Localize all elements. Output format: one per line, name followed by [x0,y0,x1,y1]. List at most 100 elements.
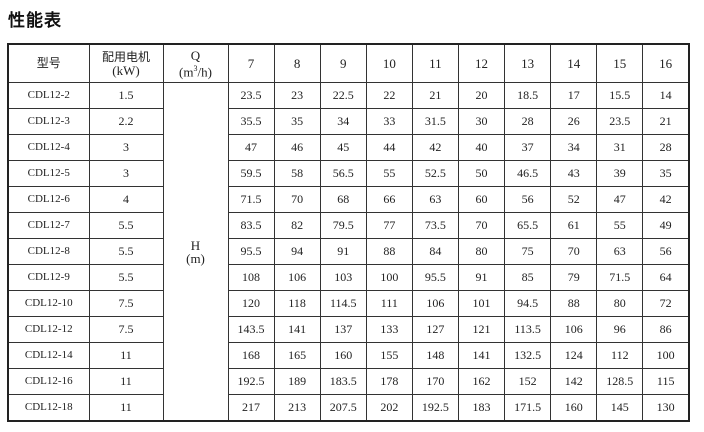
head-value-cell: 23.5 [596,108,644,135]
table-row: CDL12-9 5.5 108 106 103 100 95.5 91 85 79 71.5 64 [7,264,690,291]
model-cell: CDL12-10 [7,290,90,317]
head-value-cell: 72 [642,290,690,317]
head-value-cell: 178 [365,368,413,395]
header-row: 型号 配用电机 (kW) Q (m3/h) 7 8 9 10 11 12 13 14 15 16 [7,43,690,83]
head-value-cell: 40 [457,134,506,161]
head-value-cell: 70 [550,238,598,265]
head-value-cell: 68 [319,186,367,213]
motor-power-cell: 5.5 [88,264,164,291]
header-flow: Q (m3/h) [162,43,229,83]
head-value-cell: 75 [504,238,552,265]
performance-table: 型号 配用电机 (kW) Q (m3/h) 7 8 9 10 11 12 13 14 15 16 CD… [7,43,690,422]
header-flow-value: 11 [411,43,459,83]
page-title: 性能表 [8,11,62,31]
head-value-cell: 15.5 [596,82,644,109]
head-value-cell: 34 [550,134,598,161]
head-value-cell: 114.5 [319,290,367,317]
model-cell: CDL12-8 [7,238,90,265]
head-value-cell: 50 [457,160,506,187]
head-value-cell: 70 [273,186,321,213]
head-value-cell: 118 [273,290,321,317]
head-value-cell: 202 [365,394,413,422]
head-value-cell: 100 [365,264,413,291]
head-value-cell: 47 [227,134,275,161]
model-cell: CDL12-3 [7,108,90,135]
head-value-cell: 21 [642,108,690,135]
head-value-cell: 37 [504,134,552,161]
head-value-cell: 183 [457,394,506,422]
head-value-cell: 91 [319,238,367,265]
head-value-cell: 84 [411,238,459,265]
head-value-cell: 52 [550,186,598,213]
head-value-cell: 121 [457,316,506,343]
head-value-cell: 80 [596,290,644,317]
head-value-cell: 120 [227,290,275,317]
head-value-cell: 130 [642,394,690,422]
motor-power-cell: 11 [88,368,164,395]
table-row: CDL12-4 3 47 46 45 44 42 40 37 34 31 28 [7,134,690,161]
head-value-cell: 66 [365,186,413,213]
head-value-cell: 34 [319,108,367,135]
head-value-cell: 71.5 [596,264,644,291]
model-cell: CDL12-6 [7,186,90,213]
head-value-cell: 82 [273,212,321,239]
head-value-cell: 192.5 [411,394,459,422]
head-value-cell: 56 [642,238,690,265]
head-value-cell: 103 [319,264,367,291]
head-value-cell: 21 [411,82,459,109]
head-value-cell: 26 [550,108,598,135]
head-value-cell: 44 [365,134,413,161]
table-row: CDL12-5 3 59.5 58 56.5 55 52.5 50 46.5 43 39 35 [7,160,690,187]
head-value-cell: 96 [596,316,644,343]
head-value-cell: 73.5 [411,212,459,239]
head-value-cell: 86 [642,316,690,343]
head-value-cell: 111 [365,290,413,317]
motor-power-cell: 7.5 [88,290,164,317]
header-flow-value: 10 [365,43,413,83]
head-value-cell: 42 [642,186,690,213]
head-value-cell: 46.5 [504,160,552,187]
head-value-cell: 124 [550,342,598,369]
head-value-cell: 100 [642,342,690,369]
header-flow-value: 16 [642,43,690,83]
motor-power-cell: 5.5 [88,238,164,265]
head-value-cell: 115 [642,368,690,395]
head-value-cell: 192.5 [227,368,275,395]
head-value-cell: 170 [411,368,459,395]
motor-power-cell: 11 [88,394,164,422]
head-value-cell: 28 [504,108,552,135]
head-value-cell: 60 [457,186,506,213]
head-value-cell: 64 [642,264,690,291]
head-value-cell: 112 [596,342,644,369]
header-flow-value: 13 [504,43,552,83]
head-value-cell: 80 [457,238,506,265]
table-row: CDL12-18 11 217 213 207.5 202 192.5 183 171.5 160… [7,394,690,422]
model-cell: CDL12-14 [7,342,90,369]
table-row: CDL12-10 7.5 120 118 114.5 111 106 101 94.5 88 80 7… [7,290,690,317]
head-value-cell: 79.5 [319,212,367,239]
head-value-cell: 148 [411,342,459,369]
head-value-cell: 141 [273,316,321,343]
head-value-cell: 106 [550,316,598,343]
model-cell: CDL12-2 [7,82,90,109]
head-value-cell: 18.5 [504,82,552,109]
head-value-cell: 95.5 [411,264,459,291]
table-row: CDL12-8 5.5 95.5 94 91 88 84 80 75 70 63 56 [7,238,690,265]
motor-power-cell: 2.2 [88,108,164,135]
head-value-cell: 88 [550,290,598,317]
head-value-cell: 20 [457,82,506,109]
head-value-cell: 106 [273,264,321,291]
head-value-cell: 101 [457,290,506,317]
head-value-cell: 58 [273,160,321,187]
head-unit: (m) [186,250,205,266]
head-value-cell: 108 [227,264,275,291]
table-row: CDL12-3 2.2 35.5 35 34 33 31.5 30 28 26 23.5 21 [7,108,690,135]
head-value-cell: 71.5 [227,186,275,213]
head-value-cell: 63 [596,238,644,265]
head-value-cell: 70 [457,212,506,239]
head-value-cell: 128.5 [596,368,644,395]
head-value-cell: 33 [365,108,413,135]
head-value-cell: 127 [411,316,459,343]
head-value-cell: 91 [457,264,506,291]
header-motor: 配用电机 (kW) [88,43,164,83]
